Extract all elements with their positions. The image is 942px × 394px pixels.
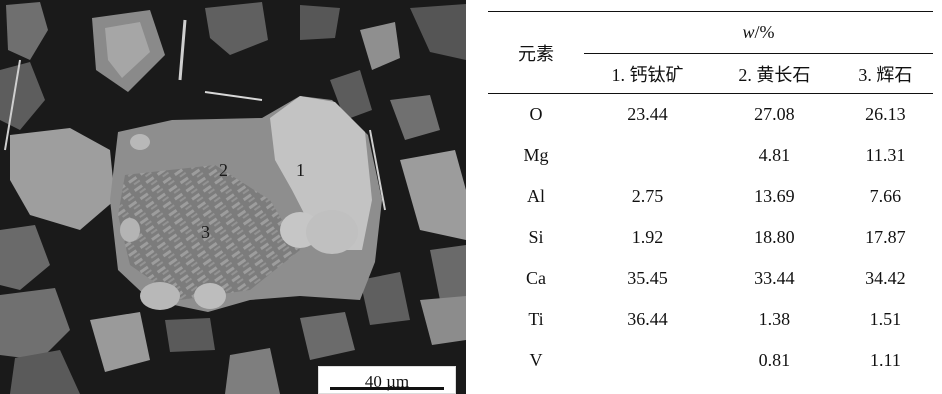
table-row: Si 1.92 18.80 17.87 [488, 217, 933, 258]
value-cell: 1.92 [631, 227, 664, 247]
element-cell: Mg [523, 145, 549, 165]
element-cell: Ca [526, 268, 546, 288]
element-cell: Al [527, 186, 545, 206]
column-header-pyroxene: 3. 辉石 [858, 64, 913, 85]
scale-bar-label: 40 µm [364, 372, 410, 391]
value-cell: 17.87 [865, 227, 906, 247]
value-cell: 26.13 [865, 104, 906, 124]
value-cell: 1.38 [758, 309, 791, 329]
element-cell: V [529, 350, 543, 370]
value-cell: 7.66 [869, 186, 902, 206]
element-cell: Ti [528, 309, 544, 329]
value-cell: 33.44 [754, 268, 795, 288]
element-cell: Si [528, 227, 544, 247]
element-header: 元素 [488, 11, 584, 94]
table-row: Ca 35.45 33.44 34.42 [488, 258, 933, 299]
value-cell: 13.69 [754, 186, 795, 206]
column-header-perovskite: 1. 钙钛矿 [611, 64, 684, 85]
column-header-melilite: 2. 黄长石 [738, 64, 811, 85]
value-cell: 18.80 [754, 227, 795, 247]
group-header-unit: /% [754, 22, 775, 42]
group-header: w/% [584, 11, 933, 54]
scale-bar-box: 40 µm [318, 366, 456, 394]
scale-bar [330, 387, 444, 390]
value-cell: 35.45 [627, 268, 668, 288]
element-cell: O [529, 104, 543, 124]
value-cell: 11.31 [865, 145, 906, 165]
sem-micrograph: 1 2 3 40 µm [0, 0, 466, 394]
table-row: Ti 36.44 1.38 1.51 [488, 299, 933, 340]
value-cell: 36.44 [627, 309, 668, 329]
value-cell [584, 340, 711, 381]
value-cell: 1.51 [869, 309, 902, 329]
value-cell: 2.75 [631, 186, 664, 206]
table-row: O 23.44 27.08 26.13 [488, 94, 933, 136]
value-cell: 27.08 [754, 104, 795, 124]
composition-table: 元素 w/% 1. 钙钛矿 2. 黄长石 3. 辉石 O 23.44 27.08… [488, 11, 933, 381]
value-cell: 34.42 [865, 268, 906, 288]
table-row: V 0.81 1.11 [488, 340, 933, 381]
micrograph-image [0, 0, 466, 394]
group-header-var: w [742, 22, 755, 42]
composition-table-wrap: 元素 w/% 1. 钙钛矿 2. 黄长石 3. 辉石 O 23.44 27.08… [488, 11, 933, 381]
table-row: Al 2.75 13.69 7.66 [488, 176, 933, 217]
value-cell [584, 135, 711, 176]
phase-label-1: 1 [296, 160, 305, 180]
table-row: Mg 4.81 11.31 [488, 135, 933, 176]
value-cell: 4.81 [758, 145, 791, 165]
value-cell: 0.81 [758, 350, 791, 370]
phase-label-2: 2 [219, 160, 228, 180]
value-cell: 23.44 [627, 104, 668, 124]
phase-label-3: 3 [201, 222, 210, 242]
value-cell: 1.11 [869, 350, 901, 370]
